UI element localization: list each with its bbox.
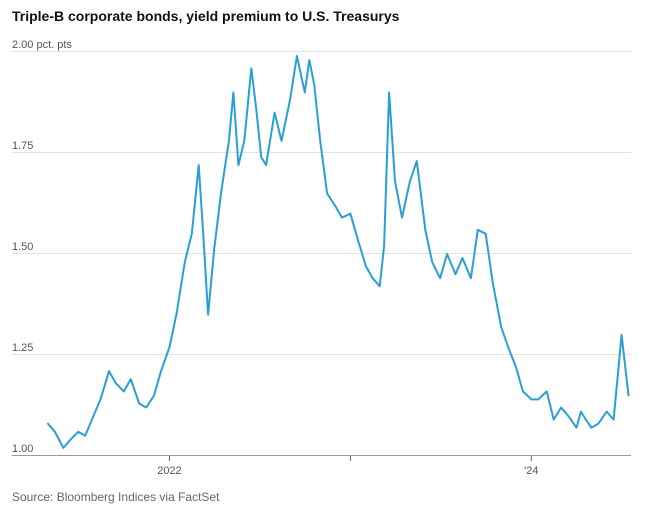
y-tick-label: 2.00 pct. pts bbox=[12, 39, 72, 51]
y-tick-label: 1.50 bbox=[12, 241, 33, 253]
y-tick-label: 1.25 bbox=[12, 342, 33, 354]
x-axis: 2022 '24 bbox=[157, 456, 539, 477]
y-axis-labels: 2.00 pct. pts 1.75 1.50 1.25 1.00 bbox=[12, 39, 72, 455]
x-tick-label: 2022 bbox=[157, 465, 181, 477]
grid-lines bbox=[12, 51, 631, 456]
series-line bbox=[47, 55, 630, 449]
y-tick-label: 1.75 bbox=[12, 140, 33, 152]
chart-title: Triple-B corporate bonds, yield premium … bbox=[12, 8, 400, 24]
x-tick-label: '24 bbox=[524, 465, 538, 477]
y-tick-label: 1.00 bbox=[12, 443, 33, 455]
source-note: Source: Bloomberg Indices via FactSet bbox=[12, 490, 220, 504]
